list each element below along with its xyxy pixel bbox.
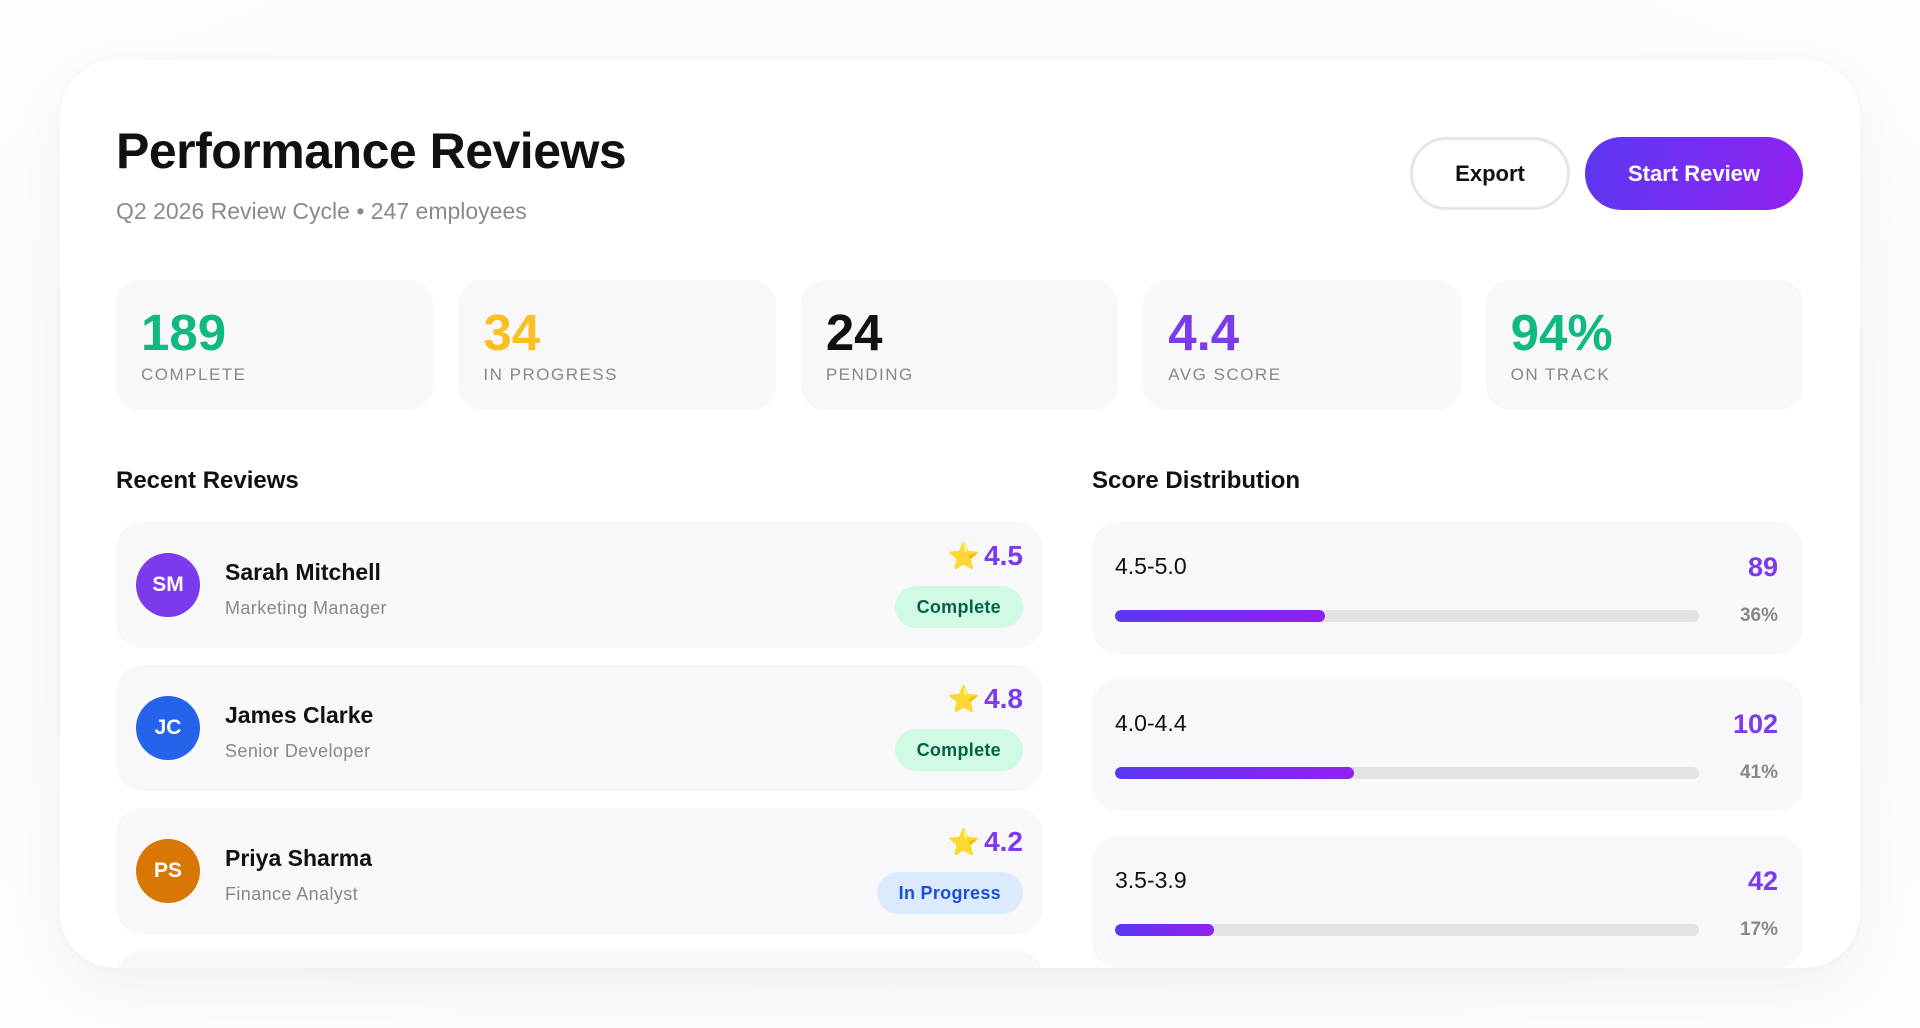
progress-track [1115, 610, 1699, 622]
status-badge: Complete [894, 586, 1023, 628]
star-icon: ⭐ [947, 683, 981, 714]
stat-value: 4.4 [1168, 304, 1240, 361]
score: ⭐ 4.2 [948, 825, 1023, 859]
progress-track [1115, 767, 1699, 779]
star-icon: ⭐ [947, 826, 981, 857]
avatar: SM [136, 553, 200, 617]
stat-label: PENDING [825, 365, 914, 384]
stat-card-on-track: 94% ON TRACK [1485, 280, 1804, 410]
status-badge: Complete [894, 729, 1023, 771]
review-row[interactable]: SM Sarah Mitchell Marketing Manager ⭐ 4.… [116, 522, 1043, 648]
range-percent: 41% [1739, 762, 1778, 783]
employee-name: Priya Sharma [225, 845, 373, 871]
score-value: 4.5 [984, 540, 1023, 571]
progress-fill [1115, 610, 1326, 622]
progress-fill [1115, 924, 1215, 936]
range-count: 89 [1747, 552, 1778, 582]
progress-fill [1115, 767, 1355, 779]
stat-label: AVG SCORE [1168, 365, 1282, 384]
employee-role: Finance Analyst [225, 884, 359, 904]
page-subtitle: Q2 2026 Review Cycle • 247 employees [116, 198, 527, 224]
stat-card-avg-score: 4.4 AVG SCORE [1143, 280, 1461, 410]
stat-value: 189 [141, 304, 227, 361]
score-distribution-title: Score Distribution [1092, 467, 1301, 494]
score-range: 3.5-3.9 [1115, 867, 1187, 893]
stat-value: 34 [483, 304, 541, 361]
distribution-card: 3.5-3.9 42 17% [1092, 836, 1803, 968]
score-range: 4.0-4.4 [1115, 710, 1187, 736]
range-percent: 36% [1739, 605, 1778, 626]
review-row[interactable]: JC James Clarke Senior Developer ⭐ 4.8 C… [116, 665, 1043, 791]
stat-label: IN PROGRESS [483, 365, 618, 384]
start-review-button[interactable]: Start Review [1585, 137, 1803, 210]
progress-track [1115, 924, 1699, 936]
employee-role: Marketing Manager [225, 598, 387, 618]
review-row-partial[interactable] [116, 951, 1043, 968]
score-value: 4.2 [984, 826, 1023, 857]
dashboard-content: Performance Reviews Q2 2026 Review Cycle… [116, 60, 1804, 968]
score: ⭐ 4.5 [948, 539, 1023, 573]
review-row[interactable]: PS Priya Sharma Finance Analyst ⭐ 4.2 In… [116, 808, 1043, 934]
stat-label: ON TRACK [1510, 365, 1611, 384]
stat-card-complete: 189 COMPLETE [116, 280, 434, 410]
distribution-card: 4.5-5.0 89 36% [1092, 522, 1803, 654]
recent-reviews-title: Recent Reviews [116, 467, 299, 494]
stat-label: COMPLETE [141, 365, 247, 384]
stat-card-in-progress: 34 IN PROGRESS [458, 280, 776, 410]
employee-role: Senior Developer [225, 741, 371, 761]
stat-card-pending: 24 PENDING [800, 280, 1119, 410]
recent-reviews-list: SM Sarah Mitchell Marketing Manager ⭐ 4.… [116, 522, 1043, 968]
page-title: Performance Reviews [116, 123, 627, 179]
range-percent: 17% [1739, 919, 1778, 940]
stats-row: 189 COMPLETE 34 IN PROGRESS 24 PENDING 4… [116, 280, 1804, 410]
dashboard-card: Performance Reviews Q2 2026 Review Cycle… [60, 60, 1860, 968]
avatar: PS [136, 839, 200, 903]
range-count: 42 [1747, 866, 1778, 896]
range-count: 102 [1732, 709, 1778, 739]
status-badge: In Progress [876, 872, 1023, 914]
star-icon: ⭐ [947, 540, 981, 571]
score-value: 4.8 [984, 683, 1023, 714]
score-distribution-list: 4.5-5.0 89 36% 4.0-4.4 102 41% 3.5-3.9 4… [1092, 522, 1803, 968]
export-button[interactable]: Export [1410, 137, 1570, 210]
distribution-card: 4.0-4.4 102 41% [1092, 679, 1803, 811]
stat-value: 94% [1510, 304, 1613, 361]
score-range: 4.5-5.0 [1115, 553, 1187, 579]
stat-value: 24 [825, 304, 883, 361]
avatar: JC [136, 696, 200, 760]
score: ⭐ 4.8 [948, 682, 1023, 716]
employee-name: Sarah Mitchell [225, 559, 381, 585]
employee-name: James Clarke [225, 702, 374, 728]
